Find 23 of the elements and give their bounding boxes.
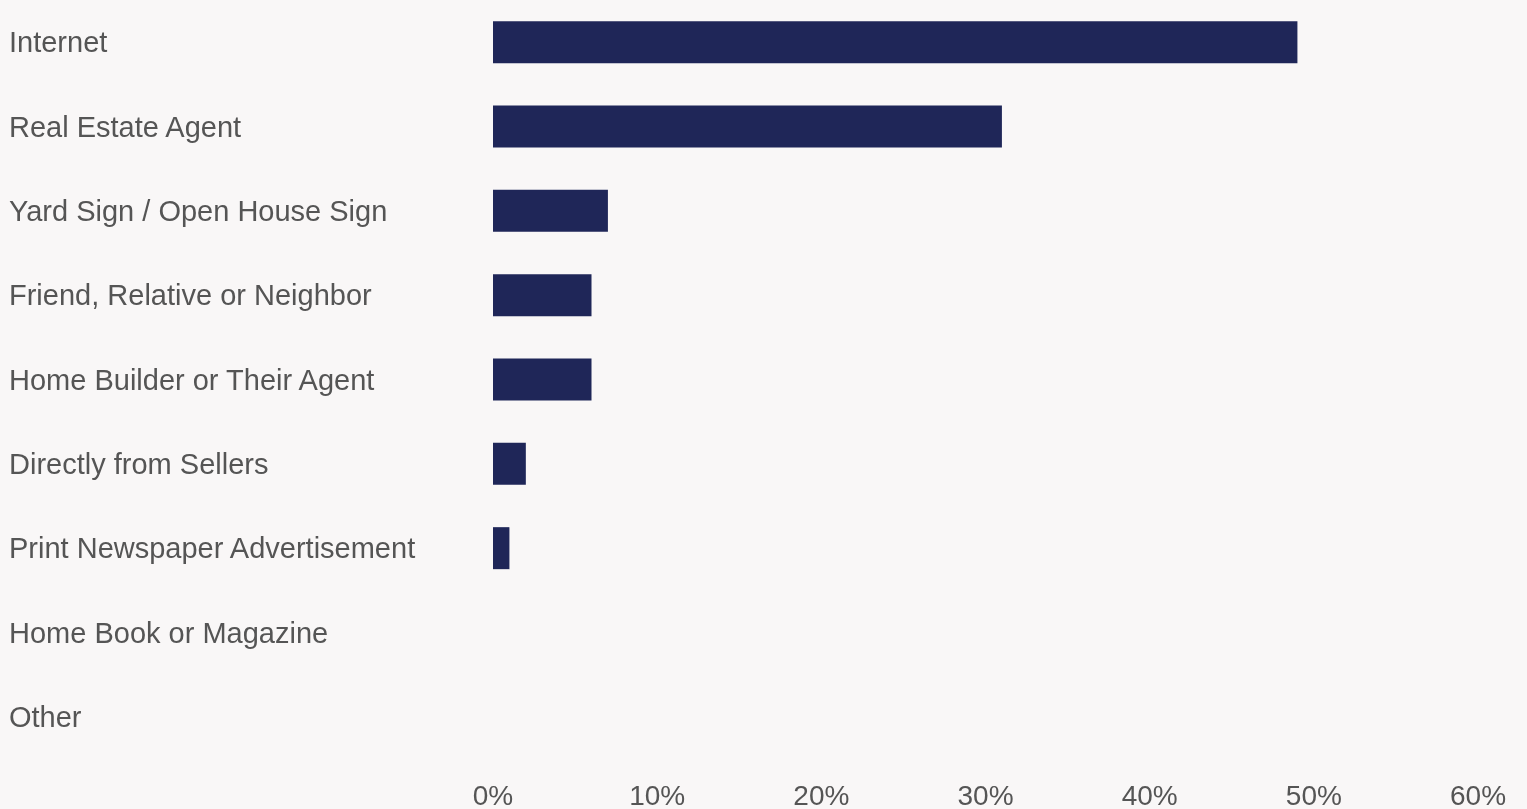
- x-tick-label: 50%: [1285, 779, 1342, 809]
- y-tick-label: Home Book or Magazine: [9, 616, 329, 649]
- x-tick-label: 0%: [472, 779, 514, 809]
- x-tick-label: 40%: [1121, 779, 1178, 809]
- x-tick-label: 10%: [629, 779, 686, 809]
- bar: [493, 442, 526, 485]
- x-tick-label: 20%: [793, 779, 850, 809]
- y-tick-label: Real Estate Agent: [9, 110, 242, 143]
- y-tick-label: Home Builder or Their Agent: [9, 363, 375, 396]
- y-tick-label: Yard Sign / Open House Sign: [9, 194, 388, 227]
- bar: [493, 527, 510, 570]
- y-tick-label: Internet: [9, 26, 108, 59]
- bar: [493, 358, 592, 401]
- x-tick-label: 60%: [1449, 779, 1507, 809]
- bar: [493, 105, 1002, 148]
- x-tick-label: 30%: [957, 779, 1014, 809]
- y-tick-label: Other: [9, 700, 82, 733]
- y-tick-label: Directly from Sellers: [9, 447, 269, 480]
- bar: [493, 274, 592, 317]
- bar: [493, 189, 608, 232]
- y-tick-label: Print Newspaper Advertisement: [9, 532, 416, 565]
- y-tick-label: Friend, Relative or Neighbor: [9, 279, 373, 312]
- bar: [493, 21, 1298, 64]
